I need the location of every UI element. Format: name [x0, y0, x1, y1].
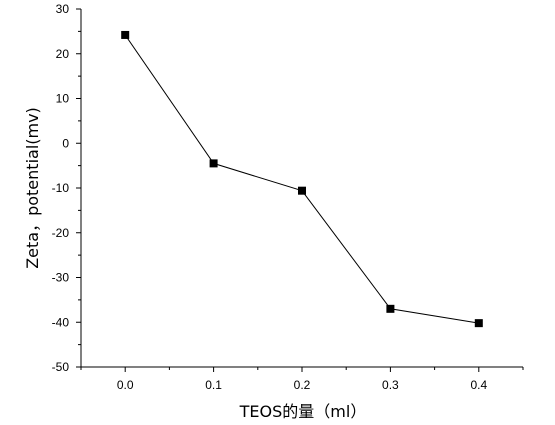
y-tick-label: 30: [56, 2, 70, 16]
data-point-marker: [386, 304, 395, 313]
x-tick-label: 0.4: [470, 378, 487, 392]
y-axis-label: Zeta，potential(mv): [23, 107, 42, 269]
y-axis-ticks: 30 20 10 0 -10 -20 -30 -40 -50: [52, 2, 81, 374]
y-tick-label: -30: [52, 271, 70, 285]
x-axis-ticks: 0.0 0.1 0.2 0.3 0.4: [80, 367, 524, 392]
series-line: [124, 34, 479, 324]
x-tick-label: 0.3: [382, 378, 399, 392]
series-group: [121, 30, 483, 328]
y-tick-label: -50: [52, 360, 70, 374]
y-tick-label: 0: [62, 136, 69, 150]
x-tick-label: 0.0: [117, 378, 134, 392]
x-axis-label: TEOS的量（ml）: [239, 402, 367, 421]
data-point-marker: [121, 30, 130, 39]
data-point-marker: [298, 186, 306, 195]
y-tick-label: -40: [52, 315, 70, 329]
y-tick-label: -10: [52, 181, 70, 195]
y-tick-label: -20: [52, 226, 70, 240]
x-tick-label: 0.1: [205, 378, 222, 392]
x-tick-label: 0.2: [294, 378, 311, 392]
y-tick-label: 10: [56, 92, 70, 106]
data-point-marker: [474, 319, 483, 328]
y-tick-label: 20: [56, 47, 70, 61]
data-point-marker: [209, 159, 218, 168]
